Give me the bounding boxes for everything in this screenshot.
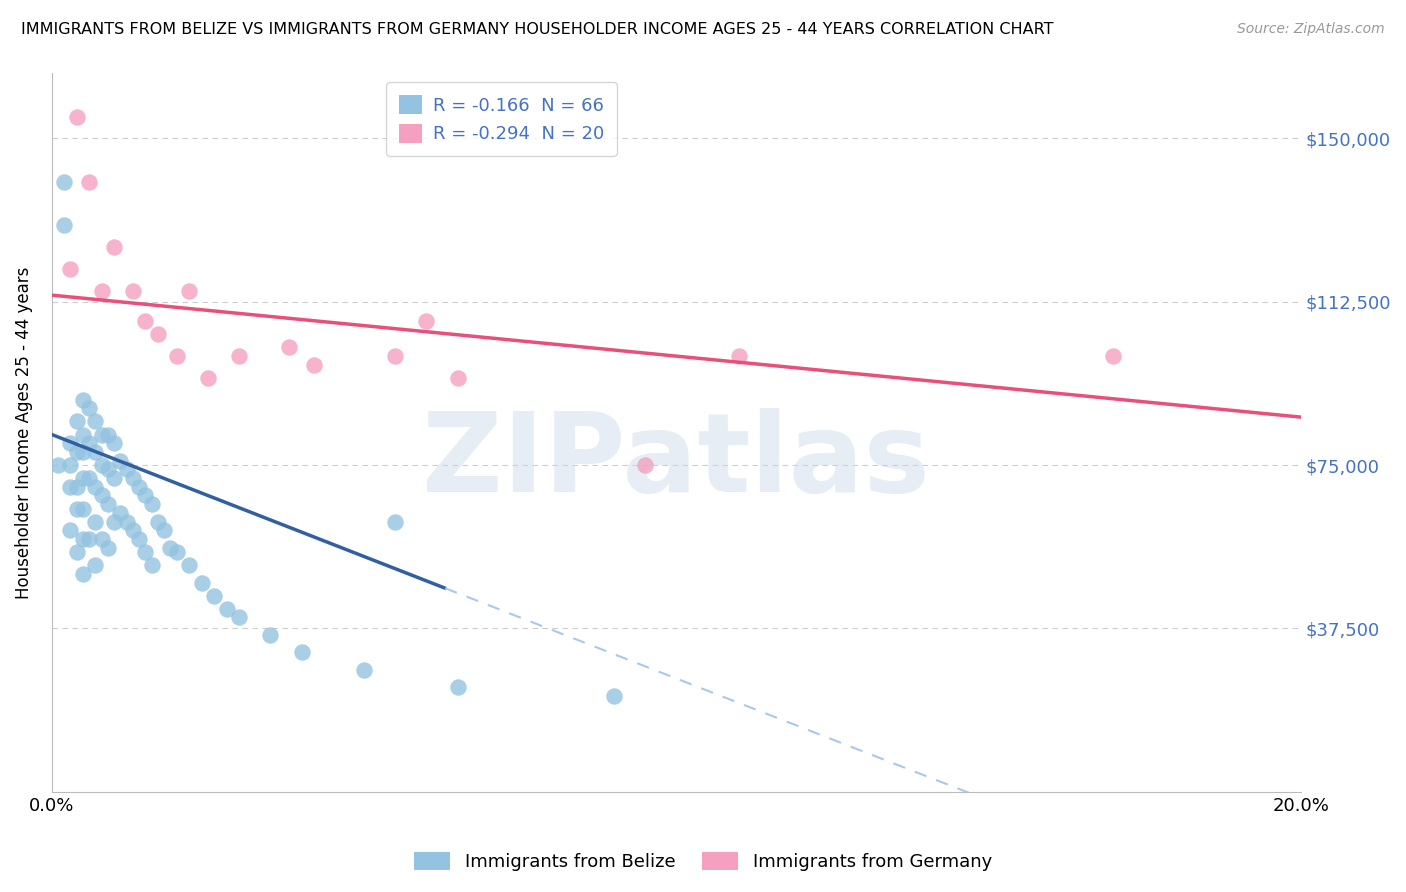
Point: [190, 575, 212, 590]
Point: [634, 458, 657, 472]
Point: [90, 284, 112, 298]
Point: [59, 458, 82, 472]
Point: [90, 488, 112, 502]
Text: Source: ZipAtlas.com: Source: ZipAtlas.com: [1237, 22, 1385, 37]
Point: [228, 349, 250, 363]
Point: [66, 480, 89, 494]
Point: [215, 601, 238, 615]
Point: [384, 349, 406, 363]
Point: [446, 680, 468, 694]
Point: [66, 545, 89, 559]
Point: [110, 506, 132, 520]
Point: [384, 515, 406, 529]
Point: [66, 414, 89, 428]
Legend: R = -0.166  N = 66, R = -0.294  N = 20: R = -0.166 N = 66, R = -0.294 N = 20: [385, 82, 617, 156]
Point: [72, 532, 94, 546]
Point: [97, 497, 120, 511]
Point: [72, 471, 94, 485]
Point: [134, 488, 156, 502]
Point: [278, 340, 301, 354]
Point: [77, 401, 100, 416]
Point: [146, 515, 169, 529]
Point: [727, 349, 749, 363]
Point: [141, 558, 163, 573]
Point: [77, 532, 100, 546]
Point: [353, 663, 375, 677]
Point: [84, 480, 107, 494]
Point: [66, 501, 89, 516]
Point: [179, 284, 201, 298]
Point: [153, 524, 176, 538]
Y-axis label: Householder Income Ages 25 - 44 years: Householder Income Ages 25 - 44 years: [15, 266, 32, 599]
Point: [115, 515, 138, 529]
Point: [122, 471, 145, 485]
Point: [128, 532, 150, 546]
Point: [302, 358, 325, 372]
Point: [159, 541, 181, 555]
Point: [228, 610, 250, 624]
Point: [97, 541, 120, 555]
Point: [84, 445, 107, 459]
Point: [90, 427, 112, 442]
Point: [122, 524, 145, 538]
Point: [197, 371, 219, 385]
Point: [103, 471, 125, 485]
Point: [446, 371, 468, 385]
Point: [103, 515, 125, 529]
Point: [72, 392, 94, 407]
Point: [1102, 349, 1125, 363]
Point: [134, 314, 156, 328]
Point: [166, 349, 188, 363]
Point: [77, 436, 100, 450]
Point: [90, 458, 112, 472]
Point: [134, 545, 156, 559]
Point: [84, 515, 107, 529]
Point: [103, 436, 125, 450]
Point: [66, 110, 89, 124]
Point: [90, 532, 112, 546]
Point: [72, 501, 94, 516]
Point: [97, 462, 120, 476]
Point: [115, 462, 138, 476]
Point: [46, 458, 69, 472]
Point: [77, 471, 100, 485]
Point: [59, 436, 82, 450]
Point: [72, 566, 94, 581]
Point: [141, 497, 163, 511]
Text: IMMIGRANTS FROM BELIZE VS IMMIGRANTS FROM GERMANY HOUSEHOLDER INCOME AGES 25 - 4: IMMIGRANTS FROM BELIZE VS IMMIGRANTS FRO…: [21, 22, 1053, 37]
Point: [53, 219, 76, 233]
Point: [179, 558, 201, 573]
Point: [72, 427, 94, 442]
Point: [166, 545, 188, 559]
Point: [84, 414, 107, 428]
Point: [415, 314, 437, 328]
Legend: Immigrants from Belize, Immigrants from Germany: Immigrants from Belize, Immigrants from …: [406, 845, 1000, 879]
Point: [259, 628, 281, 642]
Point: [72, 445, 94, 459]
Point: [122, 284, 145, 298]
Point: [128, 480, 150, 494]
Point: [77, 175, 100, 189]
Point: [66, 445, 89, 459]
Point: [59, 524, 82, 538]
Point: [84, 558, 107, 573]
Point: [146, 327, 169, 342]
Point: [59, 480, 82, 494]
Point: [290, 645, 312, 659]
Text: ZIPatlas: ZIPatlas: [422, 408, 931, 515]
Point: [97, 427, 120, 442]
Point: [110, 453, 132, 467]
Point: [603, 689, 626, 703]
Point: [59, 262, 82, 277]
Point: [53, 175, 76, 189]
Point: [103, 240, 125, 254]
Point: [202, 589, 225, 603]
